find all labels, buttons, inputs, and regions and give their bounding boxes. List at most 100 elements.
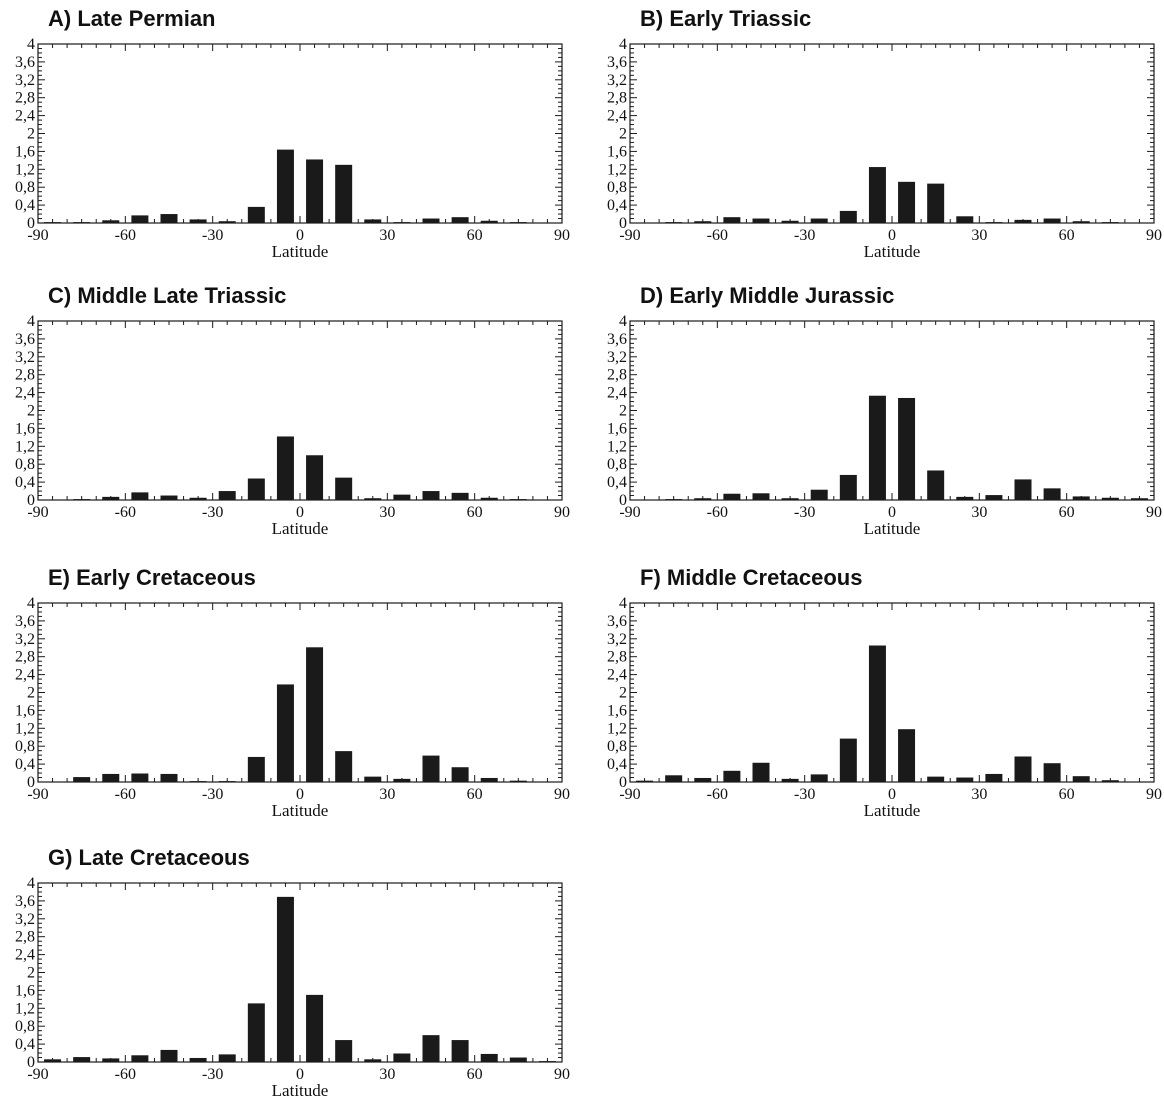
y-tick-label: 1,6 bbox=[607, 702, 627, 719]
x-tick-label: 0 bbox=[888, 786, 896, 803]
plot-area: 00,40,81,21,622,42,83,23,64-90 -60 -30 0 30 6… bbox=[15, 313, 570, 538]
x-tick-label: 90 bbox=[1146, 227, 1162, 244]
y-tick-label: 1,6 bbox=[15, 420, 35, 437]
x-tick-label: -60 bbox=[115, 504, 136, 521]
bar bbox=[810, 489, 828, 500]
y-tick-label: 0 bbox=[27, 774, 35, 791]
x-tick-label: -30 bbox=[794, 227, 815, 244]
x-tick-label: 0 bbox=[888, 227, 896, 244]
y-tick-label: 4 bbox=[27, 875, 35, 892]
panel-title: A) Late Permian bbox=[48, 6, 216, 31]
x-tick-label: 30 bbox=[379, 504, 395, 521]
panel-title: G) Late Cretaceous bbox=[48, 845, 250, 870]
bar bbox=[868, 395, 886, 500]
x-tick-label: -30 bbox=[202, 227, 223, 244]
y-tick-label: 0,4 bbox=[607, 474, 627, 491]
y-tick-label: 2 bbox=[619, 126, 627, 143]
y-tick-label: 1,2 bbox=[15, 1000, 35, 1017]
plot-frame bbox=[629, 320, 1155, 501]
x-tick-label: 0 bbox=[296, 227, 304, 244]
bar bbox=[839, 210, 857, 223]
bar bbox=[306, 455, 324, 500]
x-tick-label: 90 bbox=[1146, 504, 1162, 521]
bar bbox=[1014, 756, 1032, 782]
panel-title: F) Middle Cretaceous bbox=[640, 565, 863, 590]
bar bbox=[247, 478, 265, 500]
y-tick-label: 1,6 bbox=[15, 143, 35, 160]
y-tick-label: 3,2 bbox=[607, 349, 627, 366]
y-tick-label: 0 bbox=[619, 492, 627, 509]
x-tick-label: -90 bbox=[27, 1066, 48, 1083]
panel-title: D) Early Middle Jurassic bbox=[640, 283, 895, 308]
x-tick-label: 30 bbox=[971, 786, 987, 803]
bar bbox=[451, 1040, 469, 1062]
x-tick-label: -30 bbox=[794, 786, 815, 803]
y-tick-label: 0,8 bbox=[15, 738, 35, 755]
bar bbox=[451, 767, 469, 782]
y-tick-label: 2,8 bbox=[15, 367, 35, 384]
y-tick-label: 2,8 bbox=[607, 649, 627, 666]
plot-area: 00,40,81,21,622,42,83,23,64-90 -60 -30 0 30 6… bbox=[607, 595, 1162, 820]
x-tick-label: -90 bbox=[27, 227, 48, 244]
x-tick-label: 0 bbox=[296, 786, 304, 803]
bar bbox=[898, 181, 916, 223]
y-tick-label: 2 bbox=[27, 403, 35, 420]
y-tick-label: 3,6 bbox=[607, 613, 627, 630]
y-tick-label: 0,8 bbox=[607, 738, 627, 755]
bar bbox=[985, 773, 1003, 782]
bar bbox=[335, 751, 353, 782]
y-tick-label: 3,6 bbox=[607, 54, 627, 71]
y-tick-label: 1,6 bbox=[607, 143, 627, 160]
chart-svg: 00,40,81,21,622,42,83,23,64-90 -60 -30 0 30 6… bbox=[15, 313, 570, 538]
x-tick-label: 60 bbox=[1059, 786, 1075, 803]
panel-title: B) Early Triassic bbox=[640, 6, 812, 31]
chart-svg: 00,40,81,21,622,42,83,23,64-90 -60 -30 0 30 6… bbox=[15, 36, 570, 261]
bar bbox=[480, 1053, 498, 1062]
y-tick-label: 0 bbox=[27, 492, 35, 509]
y-tick-label: 3,6 bbox=[15, 54, 35, 71]
plot-frame bbox=[629, 43, 1155, 224]
panel-middle-cretaceous: F) Middle Cretaceous 0 0,4 0,8 1,2 1,6 2 2,4 2,… bbox=[607, 565, 1164, 837]
y-tick-label: 2 bbox=[619, 685, 627, 702]
y-tick-label: 3,6 bbox=[15, 613, 35, 630]
bar bbox=[1014, 479, 1032, 500]
y-tick-label: 4 bbox=[619, 595, 627, 612]
plot-area: 00,40,81,21,622,42,83,23,64-90 -60 -30 0 30 6… bbox=[607, 36, 1162, 261]
y-tick-label: 2,8 bbox=[607, 367, 627, 384]
bar bbox=[1043, 763, 1061, 782]
x-tick-label: 0 bbox=[296, 1066, 304, 1083]
bar bbox=[306, 994, 324, 1063]
bar bbox=[927, 183, 945, 223]
bar bbox=[898, 729, 916, 782]
panel-late-permian: A) Late Permian 0 0,4 0,8 1,2 1,6 2 2,4 2,8 3,2 3… bbox=[15, 6, 598, 278]
y-tick-label: 4 bbox=[619, 36, 627, 53]
x-tick-label: -60 bbox=[115, 1066, 136, 1083]
bar bbox=[335, 477, 353, 501]
y-tick-label: 4 bbox=[27, 595, 35, 612]
y-tick-label: 0,4 bbox=[607, 756, 627, 773]
x-tick-label: 30 bbox=[379, 227, 395, 244]
y-tick-label: 0,4 bbox=[15, 197, 35, 214]
x-tick-label: -90 bbox=[27, 786, 48, 803]
y-tick-label: 3,2 bbox=[15, 631, 35, 648]
bar bbox=[160, 773, 178, 782]
bar bbox=[422, 755, 440, 782]
y-tick-label: 0 bbox=[27, 215, 35, 232]
x-tick-label: 0 bbox=[296, 504, 304, 521]
y-tick-label: 3,2 bbox=[15, 349, 35, 366]
y-tick-label: 1,6 bbox=[607, 420, 627, 437]
x-tick-label: 0 bbox=[888, 504, 896, 521]
bar bbox=[247, 756, 265, 782]
plot-frame bbox=[37, 602, 563, 783]
y-tick-label: 3,6 bbox=[15, 331, 35, 348]
chart-svg: 00,40,81,21,622,42,83,23,64-90 -60 -30 0 30 6… bbox=[607, 595, 1162, 820]
bar bbox=[276, 149, 294, 223]
x-tick-label: -60 bbox=[707, 227, 728, 244]
y-tick-label: 0,8 bbox=[607, 456, 627, 473]
y-tick-label: 4 bbox=[27, 36, 35, 53]
x-tick-label: 60 bbox=[467, 227, 483, 244]
panel-early-cretaceous: E) Early Cretaceous 0 0,4 0,8 1,2 1,6 2 2,4 2,8… bbox=[15, 565, 598, 837]
x-tick-label: 30 bbox=[379, 786, 395, 803]
y-tick-label: 0 bbox=[27, 1054, 35, 1071]
